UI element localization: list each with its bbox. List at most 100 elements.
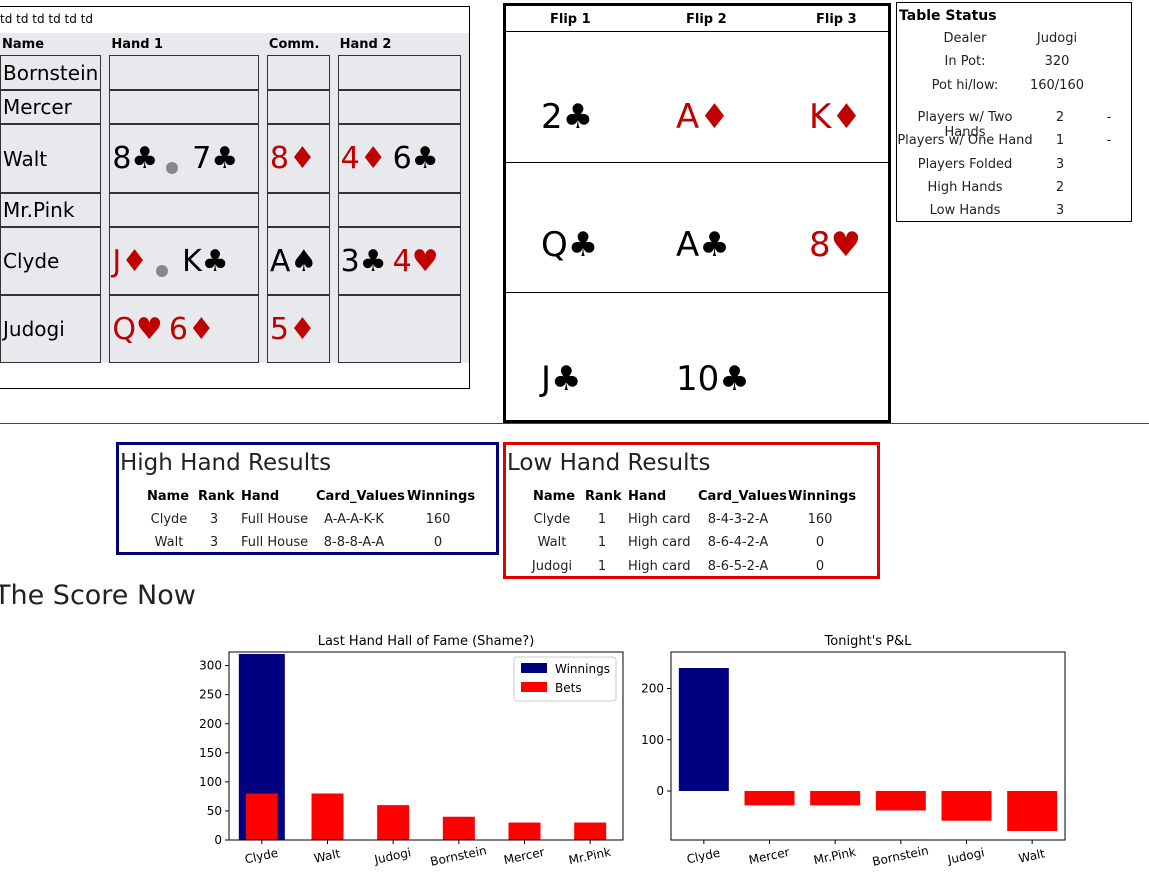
- playing-card: 6♦: [168, 311, 215, 347]
- y-tick-label: 50: [207, 804, 222, 818]
- flip-card: 10♣: [676, 359, 750, 399]
- player-row: Clyde J♦ K♣ A♠ 3♣ 4♥: [0, 227, 461, 295]
- results-column-header: Rank: [585, 489, 622, 504]
- results-cell: Clyde: [150, 512, 188, 527]
- x-tick-label: Mr.Pink: [812, 845, 857, 868]
- pot-value: 320: [1044, 54, 1070, 69]
- y-tick-label: 200: [641, 682, 664, 696]
- results-column-header: Name: [147, 489, 190, 504]
- bets-bar: [377, 805, 410, 840]
- pnl-bar: [810, 791, 861, 806]
- low-results-title: Low Hand Results: [507, 450, 711, 476]
- player-name: Walt: [0, 124, 102, 193]
- legend-swatch: [521, 682, 547, 692]
- results-cell: 3: [209, 535, 219, 551]
- flip-card: A♦: [676, 97, 730, 137]
- results-cell: 3: [209, 512, 219, 527]
- status-value: 2: [1055, 179, 1065, 195]
- stray-text: td td td td td td: [0, 12, 94, 26]
- y-tick-label: 200: [199, 717, 222, 731]
- dealer-value: Judogi: [1036, 31, 1078, 46]
- y-tick-label: 300: [199, 659, 222, 673]
- chart-legend: Winnings Bets: [513, 656, 617, 702]
- player-name: Clyde: [0, 227, 102, 295]
- status-label: High Hands: [927, 179, 1003, 195]
- flip3-header: Flip 3: [816, 12, 857, 27]
- player-row: Judogi Q♥ 6♦ 5♦: [0, 295, 461, 363]
- col-name-header: Name: [2, 36, 45, 52]
- pot-label: In Pot:: [944, 54, 986, 69]
- x-tick-label: Mr.Pink: [567, 845, 612, 868]
- player-hand2-cell: 4♦ 6♣: [337, 124, 461, 193]
- results-cell: 0: [815, 535, 825, 551]
- flips-board: Flip 1 Flip 2 Flip 3 2♣ A♦ K♦ Q♣ A♣ 8♥ J♣ 10♣: [503, 3, 891, 423]
- status-value: 3: [1055, 156, 1065, 172]
- playing-card: J♦: [112, 243, 149, 279]
- playing-card: 8♣: [112, 141, 159, 176]
- results-cell: 8-8-8-A-A: [323, 535, 385, 551]
- x-tick-label: Judogi: [946, 845, 986, 867]
- flip2-header: Flip 2: [686, 12, 727, 27]
- x-tick-label: Bornstein: [429, 843, 488, 869]
- playing-card: 6♣: [392, 141, 439, 176]
- pnl-bar: [1007, 791, 1058, 831]
- player-name: Judogi: [0, 295, 102, 363]
- playing-card: 4♥: [392, 243, 439, 279]
- results-column-header: Hand: [628, 489, 667, 504]
- results-cell: High card: [628, 558, 691, 574]
- x-tick-label: Clyde: [685, 846, 721, 867]
- status-value: 2: [1055, 110, 1065, 125]
- pnl-chart: Tonight's P&L Clyde Mercer Mr.Pink Bornstein…: [641, 634, 1066, 869]
- results-cell: A-A-A-K-K: [324, 512, 384, 527]
- player-hand1-cell: [109, 90, 259, 124]
- legend-label: Bets: [555, 681, 582, 695]
- horizontal-divider: [0, 423, 1149, 424]
- status-label: Players w/ Two Hands: [917, 110, 1013, 140]
- pot-hilo-label: Pot hi/low:: [931, 78, 999, 93]
- player-hand1-cell: [109, 193, 259, 227]
- flip-card: 8♥: [809, 225, 862, 265]
- flip-row: 2♣ A♦ K♦: [506, 32, 888, 163]
- player-comm-cell: [266, 193, 330, 227]
- player-hand2-cell: [337, 90, 461, 124]
- players-header-row: Name Hand 1 Comm. Hand 2: [0, 33, 461, 55]
- results-column-header: Rank: [198, 489, 235, 504]
- y-tick-label: 150: [199, 746, 222, 760]
- bets-bar: [245, 793, 278, 840]
- results-cell: Clyde: [533, 512, 571, 527]
- player-hand2-cell: [337, 193, 461, 227]
- results-cell: 160: [425, 512, 451, 527]
- player-hand2-cell: [337, 295, 461, 363]
- player-row: Bornstein: [0, 55, 461, 90]
- player-row: Mr.Pink: [0, 193, 461, 227]
- results-cell: 0: [433, 535, 443, 551]
- status-label: Players w/ One Hand: [897, 133, 1033, 149]
- results-column-header: Name: [533, 489, 576, 504]
- y-tick-label: 250: [199, 688, 222, 702]
- status-label: Low Hands: [929, 203, 1001, 219]
- players-table: Name Hand 1 Comm. Hand 2 Bornstein Mercer…: [0, 33, 469, 363]
- low-hand-results: Low Hand Results Name Rank Hand Card_Values…: [503, 442, 880, 579]
- col-comm-header: Comm.: [268, 36, 320, 52]
- pnl-bar: [678, 668, 729, 791]
- x-tick-label: Clyde: [243, 846, 279, 867]
- results-cell: 8-6-4-2-A: [707, 535, 769, 551]
- playing-card: 7♣: [192, 141, 239, 176]
- flip-card: J♣: [541, 359, 582, 399]
- player-name: Bornstein: [0, 55, 102, 90]
- score-title: The Score Now: [0, 580, 196, 611]
- legend-swatch: [521, 663, 547, 673]
- y-tick-label: 0: [214, 833, 222, 847]
- plot-frame: [228, 651, 624, 841]
- status-value: 1: [1055, 133, 1065, 149]
- x-tick-label: Bornstein: [871, 843, 930, 869]
- x-tick-label: Mercer: [502, 845, 545, 867]
- results-column-header: Card_Values: [316, 489, 405, 504]
- x-tick-label: Walt: [313, 846, 342, 865]
- x-tick-label: Judogi: [372, 845, 412, 867]
- results-cell: Walt: [537, 535, 567, 551]
- col-hand1-header: Hand 1: [111, 36, 164, 52]
- status-extra: -: [1106, 110, 1112, 125]
- chart-title: Tonight's P&L: [824, 634, 913, 649]
- chart-title: Last Hand Hall of Fame (Shame?): [318, 634, 535, 649]
